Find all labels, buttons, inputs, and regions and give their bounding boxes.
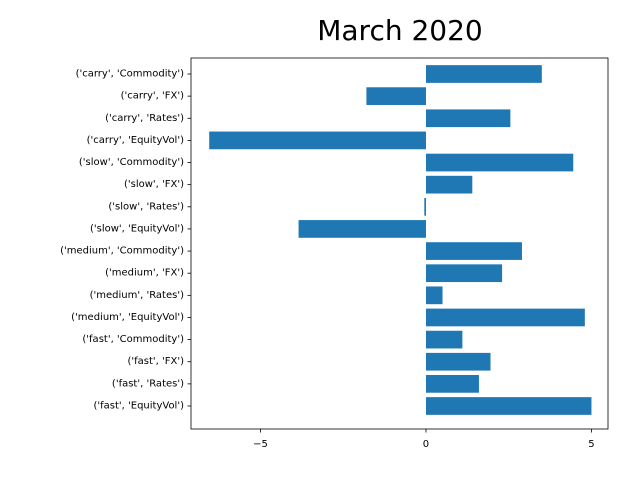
y-axis-ticks: ('fast', 'EquityVol') ('fast', 'Rates') ('… — [60, 69, 191, 412]
chart-title: March 2020 — [317, 14, 483, 47]
bar-12 — [209, 131, 426, 150]
bar-1 — [425, 375, 479, 393]
bar-13 — [425, 109, 511, 128]
y-tick-label: ('medium', 'EquityVol') — [71, 312, 184, 323]
bars-group — [209, 65, 592, 415]
y-tick-label: ('fast', 'EquityVol') — [93, 401, 184, 412]
plot-frame — [190, 57, 609, 430]
bar-3 — [425, 330, 463, 349]
bar-11 — [425, 153, 574, 172]
y-tick-label: ('medium', 'Rates') — [90, 290, 184, 301]
x-axis-ticks: −5 0 5 — [253, 429, 595, 450]
x-tick-label: 0 — [423, 439, 429, 450]
y-tick-label: ('medium', 'Commodity') — [60, 246, 184, 257]
y-tick-label: ('slow', 'Commodity') — [79, 157, 184, 168]
y-tick-label: ('carry', 'Commodity') — [76, 69, 185, 80]
x-tick-label: 5 — [588, 439, 594, 450]
bar-8 — [298, 220, 426, 238]
bar-6 — [425, 264, 503, 283]
y-tick-label: ('fast', 'Rates') — [112, 378, 184, 389]
y-tick-label: ('slow', 'EquityVol') — [90, 223, 184, 234]
y-tick-label: ('slow', 'Rates') — [108, 201, 184, 212]
bar-15 — [425, 65, 542, 83]
y-tick-label: ('slow', 'FX') — [124, 179, 184, 190]
bar-0 — [425, 397, 592, 415]
y-tick-label: ('fast', 'FX') — [127, 356, 184, 367]
bar-14 — [366, 87, 426, 105]
bar-4 — [425, 308, 585, 327]
bar-7 — [425, 242, 522, 260]
y-tick-label: ('carry', 'FX') — [121, 91, 184, 102]
bar-10 — [425, 175, 473, 194]
x-tick-label: −5 — [253, 439, 268, 450]
y-tick-label: ('carry', 'EquityVol') — [87, 135, 184, 146]
y-tick-label: ('fast', 'Commodity') — [82, 334, 184, 345]
bar-5 — [425, 286, 443, 305]
y-tick-label: ('medium', 'FX') — [105, 268, 184, 279]
bar-2 — [425, 352, 491, 371]
y-tick-label: ('carry', 'Rates') — [105, 113, 184, 124]
bar-9 — [424, 197, 426, 216]
